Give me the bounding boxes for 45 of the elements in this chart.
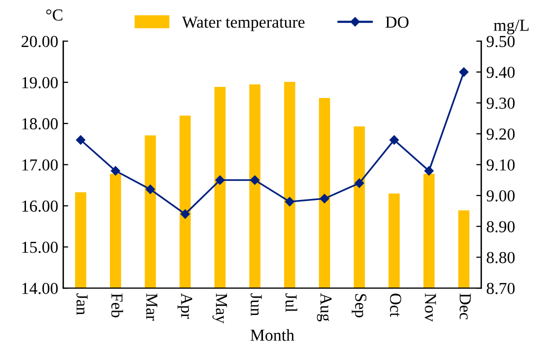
point <box>110 166 120 176</box>
y-axis-title: °C <box>46 9 62 21</box>
y2-tick-label: 8.80 <box>486 252 515 264</box>
point <box>76 135 86 145</box>
x-tick-label: Nov <box>424 293 436 322</box>
x-tick-label: Jul <box>285 293 298 312</box>
y-tick-label: 20.00 <box>22 36 58 48</box>
y2-tick-label: 9.30 <box>486 98 515 109</box>
x-tick-label: Feb <box>111 293 124 318</box>
y2-tick-label: 8.70 <box>486 282 515 294</box>
x-tick-label: Oct <box>390 294 402 317</box>
y-tick-label: 18.00 <box>22 118 58 130</box>
point <box>424 166 434 176</box>
y2-axis-title: mg/L <box>494 20 529 34</box>
x-tick-label: May <box>212 293 227 324</box>
point <box>180 209 190 219</box>
x-tick-label: Mar <box>146 293 158 321</box>
point <box>354 178 364 188</box>
x-tick-label: Aug <box>316 293 332 322</box>
x-tick-label: Dec <box>460 293 471 320</box>
y2-tick-label: 9.40 <box>486 66 515 78</box>
point <box>285 197 294 206</box>
point <box>320 194 330 204</box>
point <box>459 67 468 77</box>
y2-tick-label: 9.50 <box>486 36 515 48</box>
x-tick-label: Apr <box>178 293 192 319</box>
point <box>146 184 155 194</box>
point <box>390 135 399 145</box>
x-tick-label: Jan <box>76 293 88 315</box>
y2-tick-label: 9.20 <box>486 128 515 140</box>
y2-tick-label: 9.00 <box>486 190 515 202</box>
x-tick-label: Sep <box>352 294 366 318</box>
point <box>250 175 260 185</box>
legend-label: DO <box>386 16 408 28</box>
y-tick-label: 19.00 <box>22 77 58 88</box>
point <box>215 175 225 185</box>
y-tick-label: 17.00 <box>22 159 58 171</box>
y-tick-label: 15.00 <box>22 242 58 253</box>
y2-tick-label: 8.90 <box>486 221 515 232</box>
y-tick-label: 16.00 <box>22 200 58 212</box>
x-tick-label: Jun <box>250 293 262 316</box>
y-tick-label: 14.00 <box>22 282 58 294</box>
x-axis-title: Month <box>250 329 294 341</box>
legend-label: Water temperature <box>182 16 305 32</box>
y2-tick-label: 9.10 <box>486 159 515 171</box>
